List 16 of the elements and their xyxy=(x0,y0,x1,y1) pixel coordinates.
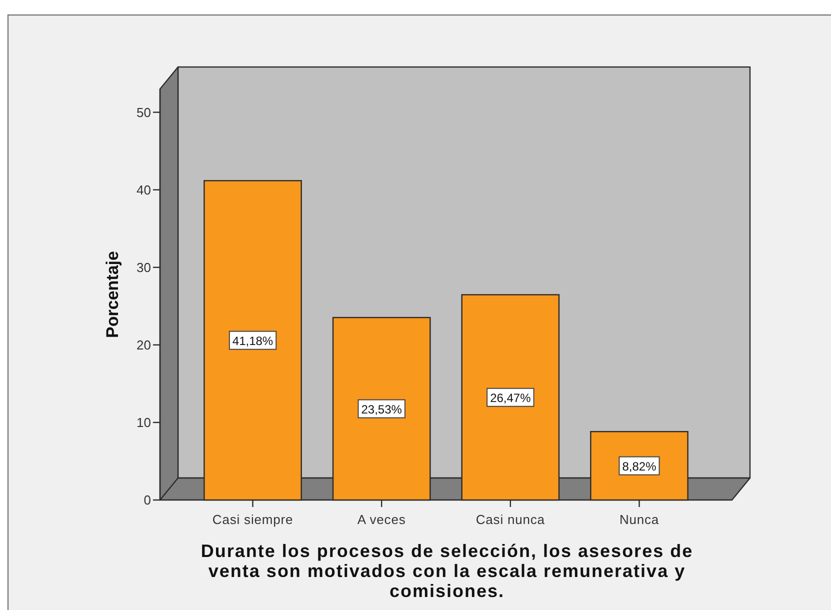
y-tick-label: 0 xyxy=(144,492,151,508)
y-tick-label: 40 xyxy=(136,182,151,198)
y-tick-label: 30 xyxy=(136,260,151,275)
data-label: 26,47% xyxy=(490,390,532,405)
y-tick-label: 20 xyxy=(136,337,151,352)
y-tick-label: 10 xyxy=(136,414,151,430)
data-label: 23,53% xyxy=(361,402,402,416)
x-tick-label: Casi nunca xyxy=(476,512,546,527)
data-label: 41,18% xyxy=(232,334,274,348)
x-tick-label: Nunca xyxy=(619,512,660,527)
y-tick-label: 50 xyxy=(136,104,151,120)
x-axis-title: Durante los procesos de selección, los asesores de venta son motivados con la escala remunerativa y comisiones. xyxy=(200,541,694,601)
data-label: 8,82% xyxy=(622,459,657,474)
y-axis-title: Porcentaje xyxy=(103,251,122,338)
x-tick-label: A veces xyxy=(357,512,406,527)
x-tick-label: Casi siempre xyxy=(212,512,294,527)
